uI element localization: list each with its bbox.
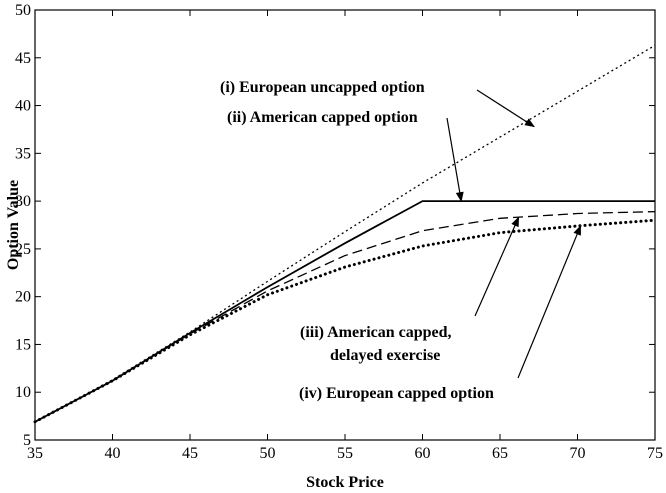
x-tick-label: 65 bbox=[492, 445, 508, 462]
annotation-label-4: (iv) European capped option bbox=[299, 385, 494, 402]
y-tick-label: 40 bbox=[15, 98, 31, 115]
y-tick-label: 5 bbox=[23, 432, 31, 449]
x-tick-label: 50 bbox=[260, 445, 276, 462]
x-tick-label: 55 bbox=[337, 445, 353, 462]
y-tick-label: 15 bbox=[15, 336, 31, 353]
annotation-arrow-3 bbox=[475, 217, 519, 316]
plot-frame bbox=[35, 10, 655, 440]
y-tick-label: 35 bbox=[15, 145, 31, 162]
annotation-arrow-4 bbox=[518, 226, 581, 378]
x-axis-title: Stock Price bbox=[306, 474, 384, 491]
y-tick-label: 45 bbox=[15, 50, 31, 67]
x-tick-label: 70 bbox=[570, 445, 586, 462]
x-tick-label: 45 bbox=[182, 445, 198, 462]
y-tick-label: 20 bbox=[15, 289, 31, 306]
y-axis-title: Option Value bbox=[5, 180, 22, 270]
annotation-label-3-line2: delayed exercise bbox=[330, 347, 440, 364]
annotation-label-2: (ii) American capped option bbox=[227, 109, 418, 126]
y-tick-label: 10 bbox=[15, 384, 31, 401]
annotation-label-3: (iii) American capped, bbox=[300, 324, 452, 341]
y-tick-label: 50 bbox=[15, 2, 31, 19]
annotation-arrow-2 bbox=[447, 118, 461, 201]
series-line-1 bbox=[35, 45, 655, 421]
annotation-label-1: (i) European uncapped option bbox=[220, 79, 425, 96]
x-tick-label: 60 bbox=[415, 445, 431, 462]
x-tick-label: 75 bbox=[647, 445, 663, 462]
annotation-arrow-1 bbox=[477, 90, 534, 127]
x-tick-label: 40 bbox=[105, 445, 121, 462]
